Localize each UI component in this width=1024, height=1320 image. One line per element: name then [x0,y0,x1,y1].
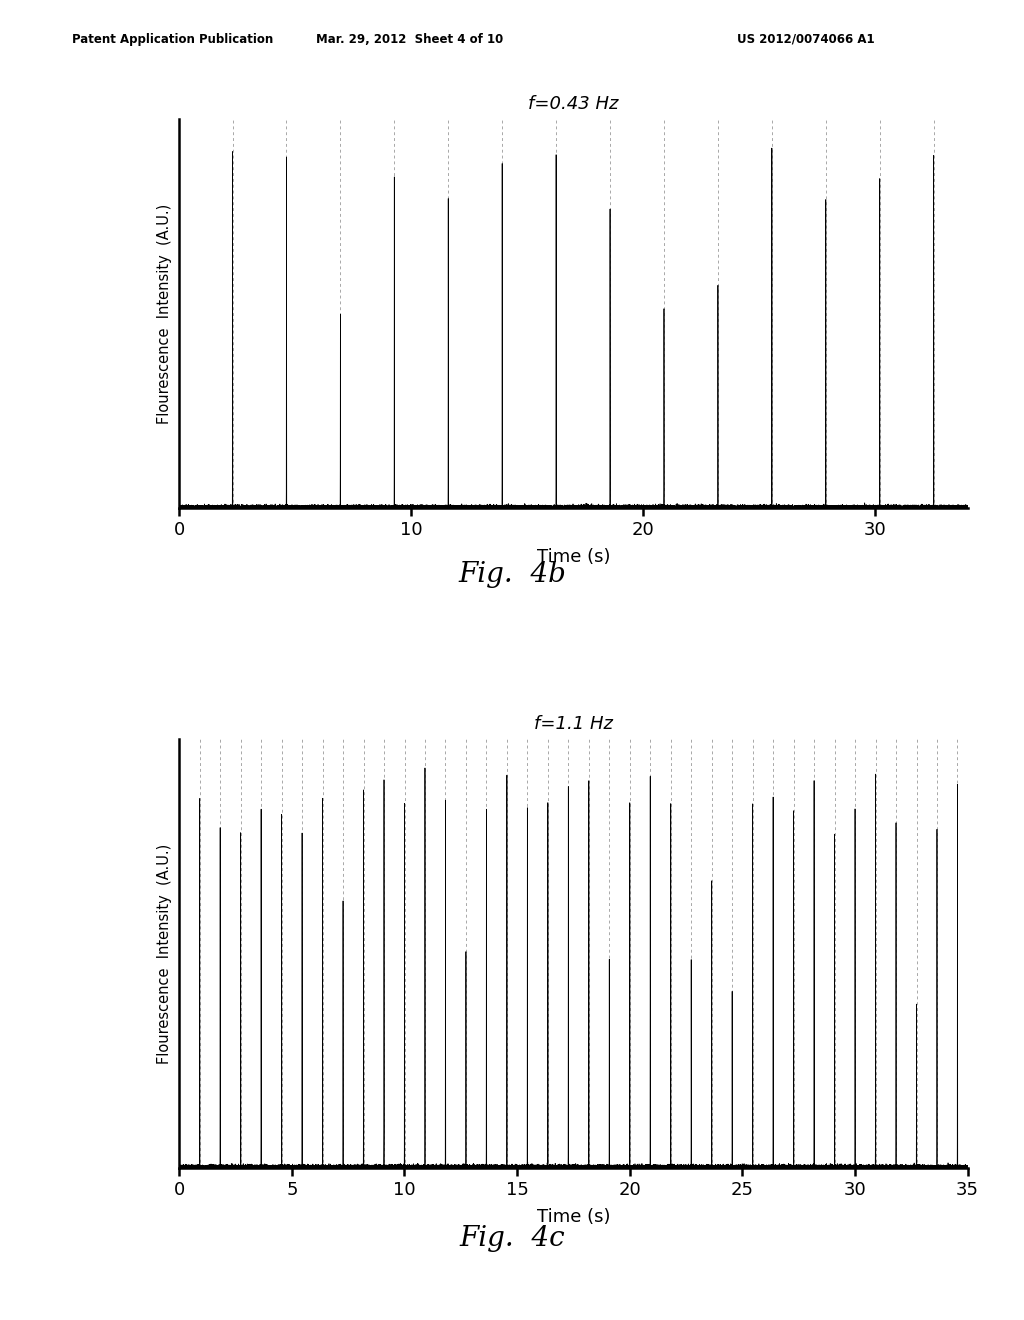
Y-axis label: Flourescence  Intensity  (A.U.): Flourescence Intensity (A.U.) [158,843,172,1064]
Y-axis label: Flourescence  Intensity  (A.U.): Flourescence Intensity (A.U.) [158,203,172,424]
Text: Fig.  4c: Fig. 4c [459,1225,565,1251]
Text: US 2012/0074066 A1: US 2012/0074066 A1 [737,33,874,46]
Title: f=1.1 Hz: f=1.1 Hz [534,715,613,734]
Title: f=0.43 Hz: f=0.43 Hz [528,95,618,114]
Text: Fig.  4b: Fig. 4b [458,561,566,587]
X-axis label: Time (s): Time (s) [537,548,610,566]
Text: Mar. 29, 2012  Sheet 4 of 10: Mar. 29, 2012 Sheet 4 of 10 [316,33,503,46]
Text: Patent Application Publication: Patent Application Publication [72,33,273,46]
X-axis label: Time (s): Time (s) [537,1208,610,1226]
